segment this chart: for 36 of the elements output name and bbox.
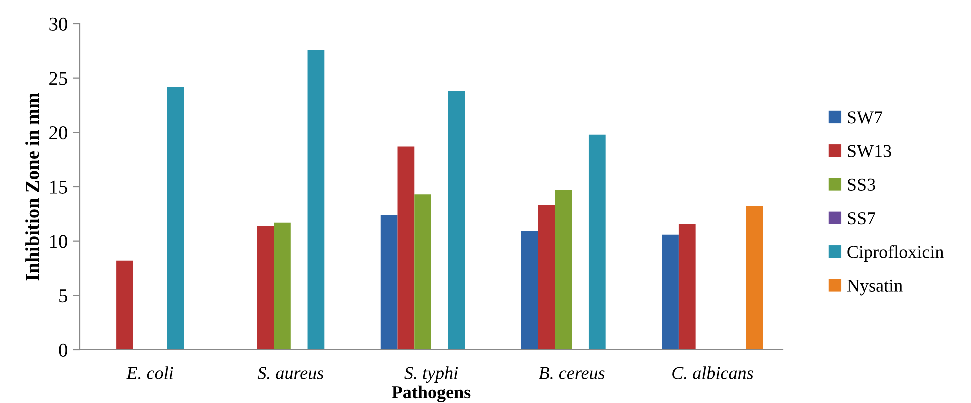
bar <box>555 190 572 350</box>
y-tick-label: 25 <box>50 72 68 86</box>
y-tick-label: 0 <box>59 344 68 357</box>
legend-label: SW7 <box>848 112 883 124</box>
legend-label: Ciprofloxicin <box>848 245 944 262</box>
bar <box>274 222 291 350</box>
bar <box>380 215 398 350</box>
y-tick-label: 10 <box>50 235 68 248</box>
x-tick-label: C. albicans <box>672 366 754 380</box>
bar <box>167 87 184 350</box>
bar <box>588 134 606 350</box>
bar <box>398 146 415 350</box>
y-tick-label: 30 <box>50 18 68 31</box>
x-tick-label: B. cereus <box>539 367 605 380</box>
legend-label: SW13 <box>848 145 892 158</box>
x-tick-label: S. typhi <box>404 366 458 384</box>
bar <box>308 50 325 350</box>
bar <box>448 91 466 350</box>
bar <box>538 205 556 350</box>
y-axis-title: Inhibition Zone in mm <box>26 93 40 281</box>
y-tick-label: 20 <box>50 126 68 140</box>
bar <box>414 194 432 350</box>
bar <box>678 224 696 350</box>
bar <box>521 232 538 350</box>
bar <box>746 206 764 350</box>
x-tick-label: E. coli <box>126 366 174 380</box>
bar <box>257 226 274 350</box>
legend-label: SS3 <box>848 178 876 191</box>
legend-label: Nysatin <box>847 280 903 296</box>
bar <box>662 234 679 350</box>
y-tick-label: 5 <box>60 290 68 303</box>
x-axis-title: Pathogens <box>392 386 471 402</box>
y-tick-label: 15 <box>50 180 68 194</box>
bar <box>116 260 134 350</box>
legend-label: SS7 <box>848 212 876 225</box>
x-tick-label: S. aureus <box>258 367 324 380</box>
